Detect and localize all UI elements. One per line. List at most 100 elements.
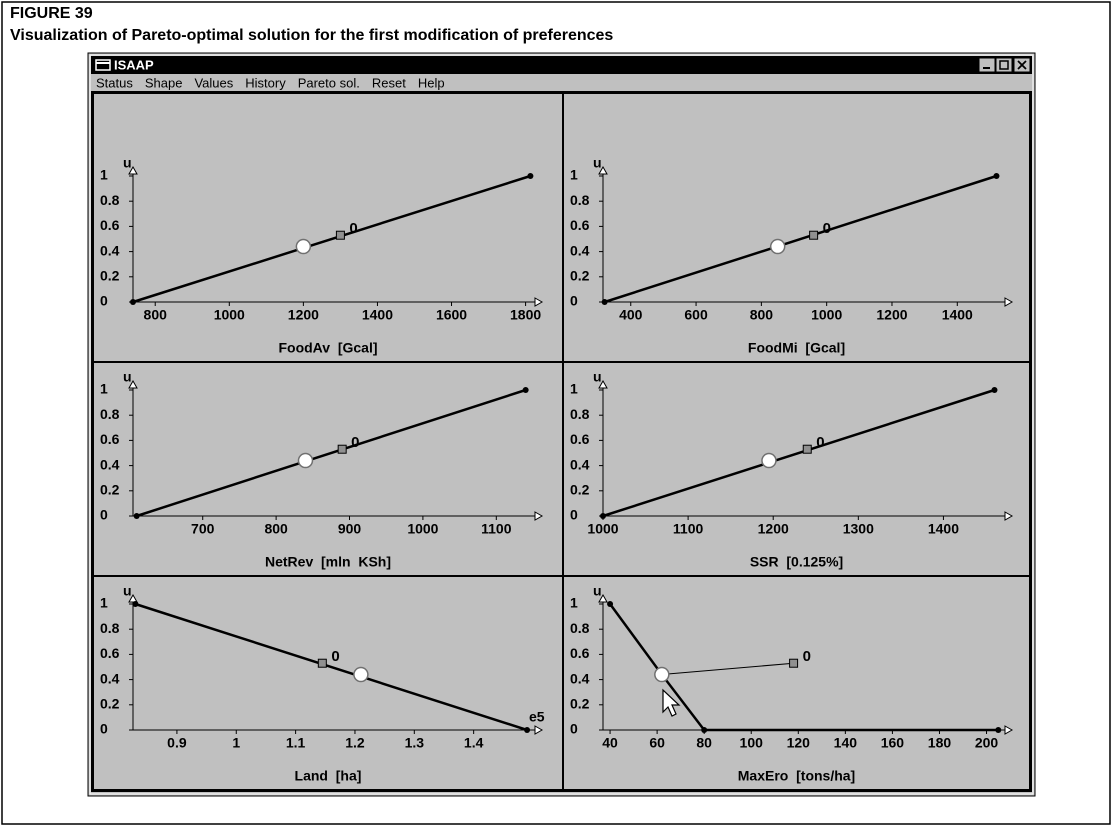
y-tick-label: 0.8	[100, 620, 120, 636]
y-axis-arrow	[598, 593, 608, 603]
y-tick-label: 0.6	[570, 431, 590, 447]
y-tick-label: 1	[100, 381, 108, 397]
vertex-dot	[133, 513, 140, 519]
current-solution	[297, 452, 314, 469]
reference-label: 0	[331, 648, 339, 665]
y-tick-label: 0	[570, 721, 578, 737]
y-tick-label: 0.6	[570, 217, 590, 233]
x-axis-label: Land [ha]	[295, 768, 362, 784]
y-tick-label: 0.2	[570, 696, 590, 712]
y-tick-label: 0.6	[100, 217, 120, 233]
y-axis-label: u	[593, 369, 602, 385]
x-tick-label: 200	[975, 735, 999, 751]
x-tick-label: 1000	[407, 521, 438, 537]
panel-area	[91, 91, 1032, 792]
menu-item[interactable]: Help	[418, 75, 445, 90]
x-tick-label: 160	[881, 735, 905, 751]
y-tick-label: 0	[100, 507, 108, 523]
x-tick-label: 600	[684, 307, 708, 323]
x-tick-label: 180	[928, 735, 952, 751]
plot-panel: u 0 0.2 0.4 0.6 0.8 1 700 800 900 1000 1100 NetRev […	[92, 361, 564, 577]
value-function-line	[134, 602, 528, 732]
value-function-line	[604, 174, 997, 304]
y-axis-arrow	[128, 593, 138, 603]
system-menu-icon[interactable]	[95, 59, 111, 71]
vertex-dot	[132, 601, 139, 607]
x-tick-label: 1100	[481, 521, 512, 537]
reference-point	[802, 444, 812, 454]
vertex-dot	[600, 513, 606, 519]
x-tick-label: 1400	[928, 521, 959, 537]
y-axis-arrow	[128, 165, 138, 175]
menu-item[interactable]: Values	[194, 75, 233, 90]
x-tick-label: 400	[619, 307, 643, 323]
x-axis-label: FoodMi [Gcal]	[748, 340, 845, 356]
x-axis-arrow	[1004, 297, 1014, 307]
reference-point	[809, 230, 819, 240]
y-tick-label: 0	[570, 507, 578, 523]
y-tick-label: 0.2	[100, 268, 120, 284]
x-tick-label: 1000	[214, 307, 245, 323]
vertex-dot	[522, 387, 529, 393]
y-tick-label: 0.6	[570, 645, 590, 661]
y-tick-label: 0	[100, 293, 108, 309]
menu-item[interactable]: Pareto sol.	[298, 75, 360, 90]
value-function-line	[609, 603, 999, 732]
reference-link	[661, 662, 794, 676]
x-tick-label: 60	[649, 735, 665, 751]
y-tick-label: 1	[570, 595, 578, 611]
x-axis-arrow	[534, 725, 544, 735]
vertex-dot	[130, 299, 136, 305]
y-tick-label: 0.4	[100, 242, 120, 258]
menu-item[interactable]: Reset	[372, 75, 406, 90]
y-tick-label: 0.6	[100, 645, 120, 661]
x-tick-label: 1	[232, 735, 240, 751]
x-tick-label: 120	[787, 735, 811, 751]
menu-item[interactable]: Status	[96, 75, 133, 90]
current-solution	[654, 666, 670, 683]
title-bar	[91, 56, 1032, 74]
maximize-button[interactable]	[995, 57, 1013, 73]
x-tick-label: 800	[144, 307, 168, 323]
y-tick-label: 0.8	[100, 192, 120, 208]
menu-item[interactable]: History	[245, 75, 286, 90]
menu-bar	[91, 75, 1032, 92]
vertex-dot	[607, 601, 614, 607]
y-tick-label: 1	[100, 167, 108, 183]
window-title: ISAAP	[114, 57, 154, 72]
y-tick-label: 0.4	[570, 670, 590, 686]
x-axis-arrow	[1004, 725, 1014, 735]
x-tick-label: 1.1	[286, 735, 306, 751]
y-tick-label: 0.2	[100, 696, 120, 712]
maximize-glyph	[999, 60, 1009, 70]
y-axis-label: u	[123, 583, 132, 599]
x-axis-label: NetRev [mln KSh]	[265, 554, 391, 570]
reference-point	[789, 658, 799, 668]
x-tick-label: 1400	[362, 307, 393, 323]
mouse-cursor	[662, 688, 681, 717]
x-tick-label: 0.9	[167, 735, 187, 751]
y-tick-label: 0.4	[570, 456, 590, 472]
x-tick-label: 1.3	[405, 735, 425, 751]
menu-item[interactable]: Shape	[145, 75, 183, 90]
y-tick-label: 0.2	[570, 482, 590, 498]
x-tick-label: 1000	[811, 307, 842, 323]
y-tick-label: 0.2	[570, 268, 590, 284]
y-tick-label: 0.6	[100, 431, 120, 447]
x-tick-label: 1800	[510, 307, 541, 323]
x-tick-label: 100	[740, 735, 764, 751]
y-axis-label: u	[123, 155, 132, 171]
figure-caption: Visualization of Pareto-optimal solution…	[10, 27, 613, 44]
reference-label: 0	[816, 434, 824, 451]
current-solution	[353, 666, 369, 683]
plot-panel: u 0 0.2 0.4 0.6 0.8 1 0.9 1 1.1 1.2 1.3 1.4 Land [ha]…	[92, 575, 564, 791]
y-tick-label: 0.4	[570, 242, 590, 258]
minimize-button[interactable]	[978, 57, 996, 73]
y-tick-label: 0.2	[100, 482, 120, 498]
x-tick-label: 1200	[758, 521, 789, 537]
y-tick-label: 0	[100, 721, 108, 737]
y-tick-label: 0.4	[100, 456, 120, 472]
